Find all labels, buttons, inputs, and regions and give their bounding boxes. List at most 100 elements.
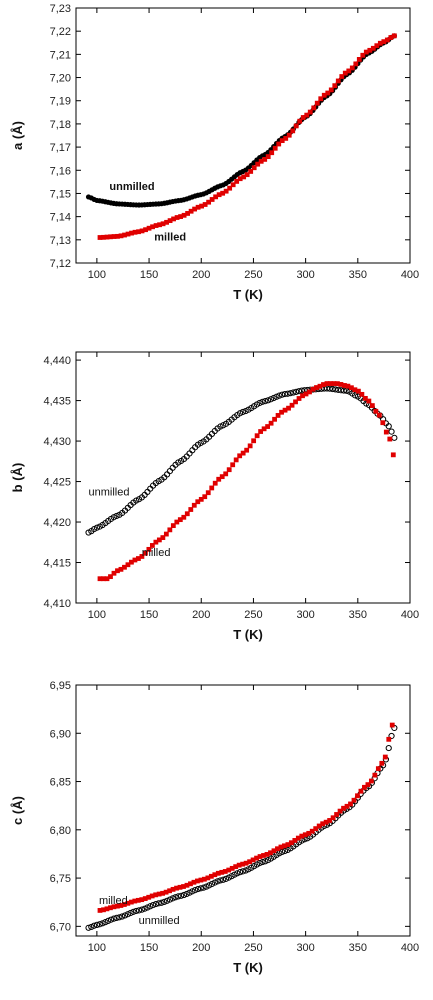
- data-point: [317, 383, 323, 389]
- data-point: [360, 52, 366, 58]
- y-tick-label: 4,420: [43, 517, 71, 529]
- data-point: [178, 214, 183, 219]
- data-point: [222, 875, 230, 882]
- data-point: [125, 562, 131, 568]
- y-tick-label: 7,17: [50, 142, 71, 154]
- plot-frame: [75, 7, 411, 264]
- x-axis-label: T (K): [233, 287, 263, 302]
- data-point: [135, 907, 143, 914]
- data-point: [118, 903, 124, 908]
- data-point: [163, 531, 169, 537]
- data-point: [166, 467, 173, 475]
- data-point: [156, 537, 162, 543]
- data-point: [177, 517, 183, 523]
- data-point: [337, 808, 343, 814]
- data-point: [198, 496, 204, 502]
- data-point: [256, 399, 263, 407]
- data-point: [101, 907, 106, 913]
- data-point: [101, 234, 106, 240]
- data-point: [209, 485, 215, 491]
- data-point: [352, 387, 358, 393]
- x-tick-label: 100: [88, 269, 106, 281]
- data-point: [254, 855, 259, 861]
- data-point: [222, 869, 228, 874]
- data-point: [96, 921, 103, 928]
- data-point: [380, 420, 386, 426]
- data-point: [251, 438, 257, 444]
- data-point: [188, 208, 194, 214]
- data-point: [365, 782, 371, 788]
- data-point: [111, 234, 117, 239]
- data-point: [297, 118, 303, 124]
- data-point: [276, 392, 283, 399]
- data-point: [242, 867, 249, 874]
- series-milled: [97, 381, 396, 582]
- data-point: [233, 457, 239, 463]
- data-point: [209, 197, 215, 202]
- data-point: [275, 846, 280, 852]
- data-point: [230, 182, 236, 188]
- data-point: [149, 893, 155, 899]
- data-point: [306, 830, 312, 836]
- data-point: [113, 512, 120, 520]
- data-point: [167, 527, 173, 533]
- x-tick-label: 300: [296, 609, 314, 621]
- data-point: [132, 898, 138, 904]
- data-point: [220, 190, 226, 196]
- data-point: [262, 858, 269, 865]
- data-point: [387, 436, 393, 442]
- x-tick-label: 200: [192, 942, 210, 954]
- data-point: [283, 135, 289, 141]
- data-point: [351, 797, 357, 803]
- data-point: [287, 390, 294, 397]
- data-point: [254, 433, 260, 439]
- data-point: [219, 474, 225, 480]
- data-point: [178, 892, 185, 899]
- data-point: [172, 894, 179, 901]
- data-point: [279, 138, 285, 144]
- data-point: [379, 760, 385, 766]
- data-point: [108, 905, 113, 911]
- data-point: [192, 887, 199, 894]
- data-point: [299, 833, 305, 839]
- y-tick-label: 6,95: [50, 680, 71, 692]
- data-point: [376, 412, 382, 418]
- data-point: [127, 909, 134, 917]
- data-point: [105, 917, 112, 924]
- data-point: [340, 387, 347, 394]
- data-point: [211, 879, 218, 886]
- data-point: [146, 894, 152, 900]
- data-point: [279, 409, 284, 415]
- data-point: [156, 891, 162, 897]
- data-point: [198, 877, 204, 883]
- y-tick-label: 6,80: [50, 825, 71, 837]
- y-tick-label: 4,425: [43, 477, 71, 489]
- data-point: [349, 65, 355, 71]
- data-point: [88, 923, 95, 931]
- data-point: [102, 919, 109, 926]
- data-point: [257, 854, 263, 859]
- data-point: [113, 914, 120, 921]
- data-point: [85, 924, 92, 931]
- data-point: [258, 158, 264, 164]
- data-point: [237, 176, 243, 182]
- annotation-milled: milled: [154, 231, 186, 243]
- data-point: [149, 543, 155, 548]
- data-point: [290, 128, 296, 134]
- data-point: [241, 174, 247, 180]
- data-point: [355, 793, 360, 799]
- y-tick-label: 7,15: [50, 188, 71, 200]
- data-point: [194, 885, 202, 893]
- x-axis-label: T (K): [233, 627, 263, 642]
- data-point: [268, 850, 273, 856]
- data-point: [240, 450, 246, 456]
- data-point: [264, 852, 270, 857]
- data-point: [129, 559, 134, 565]
- data-point: [163, 897, 171, 904]
- data-point: [267, 396, 274, 403]
- data-point: [192, 206, 198, 212]
- y-tick-label: 4,415: [43, 558, 71, 570]
- data-point: [146, 225, 152, 231]
- data-point: [128, 899, 134, 905]
